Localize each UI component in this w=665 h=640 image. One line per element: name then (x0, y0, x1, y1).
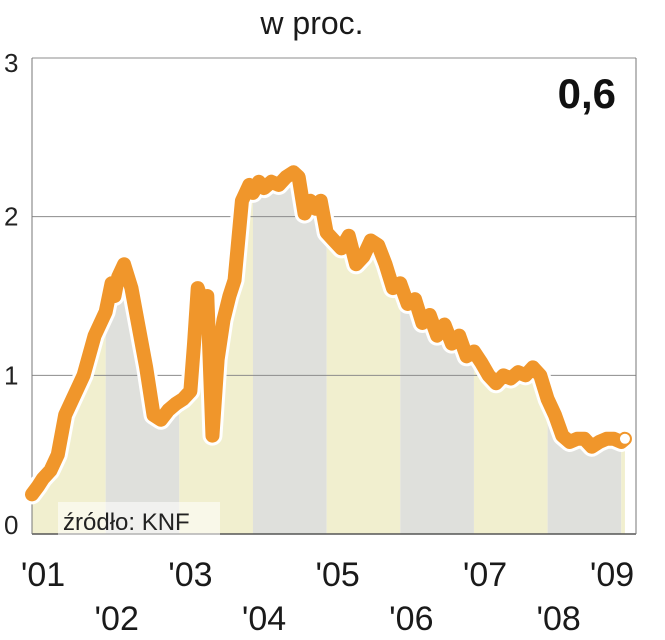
end-point-marker (619, 433, 630, 444)
y-tick-label: 2 (4, 202, 18, 232)
x-tick-label: '04 (242, 600, 286, 638)
source-label: źródło: KNF (63, 509, 190, 536)
year-band (252, 172, 327, 534)
source-background (58, 502, 220, 536)
x-axis-labels: '01 '02 '03 '04 '05 '06 '07 '08'09 (21, 556, 634, 638)
y-tick-label: 3 (4, 48, 18, 78)
x-tick-label: '03 (168, 556, 212, 594)
chart-title: w proc. (259, 5, 363, 41)
x-tick-label: '02 (95, 600, 139, 638)
x-tick-label: '05 (316, 556, 360, 594)
x-tick-label: '01 (21, 556, 65, 594)
year-band (473, 172, 548, 534)
y-tick-label: 1 (4, 360, 18, 390)
year-band (547, 172, 622, 534)
callout-value: 0,6 (558, 70, 616, 117)
x-tick-label: '06 (389, 600, 433, 638)
year-band (621, 172, 625, 534)
year-band (32, 172, 106, 534)
y-axis-ticks: 0 1 2 3 (4, 48, 18, 540)
x-tick-label: '08 (537, 600, 581, 638)
x-tick-label: '07 (463, 556, 507, 594)
series-line (25, 165, 632, 502)
x-tick-label: '09 (590, 556, 634, 594)
y-tick-label: 0 (4, 510, 18, 540)
